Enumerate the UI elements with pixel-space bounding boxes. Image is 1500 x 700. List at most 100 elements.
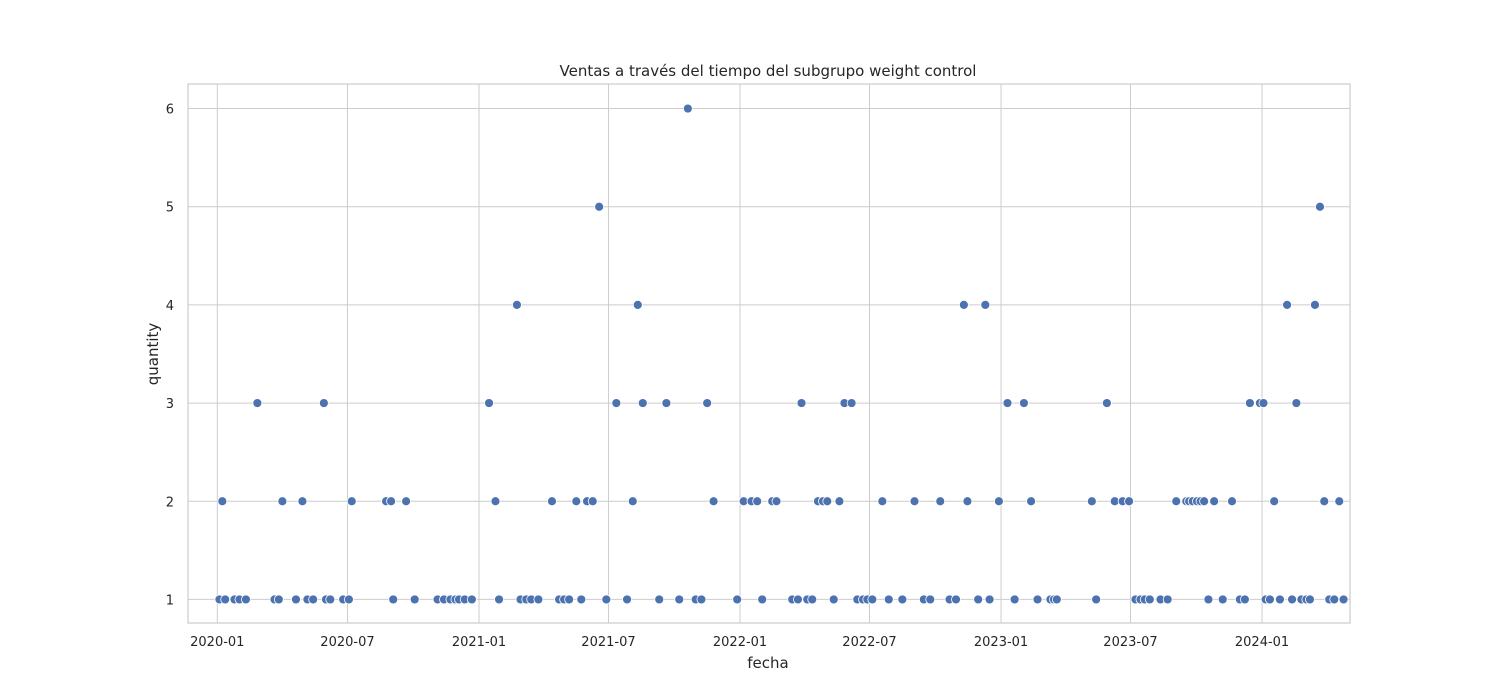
data-point	[512, 300, 522, 310]
data-point	[984, 594, 995, 605]
data-point	[828, 594, 839, 605]
data-point	[925, 594, 936, 605]
data-point	[220, 594, 231, 605]
y-tick-label: 6	[166, 103, 174, 118]
data-point	[661, 398, 672, 408]
data-point	[822, 496, 833, 507]
data-point	[1051, 594, 1062, 605]
data-point	[951, 594, 961, 605]
data-point	[732, 594, 743, 605]
x-tick-label: 2020-01	[190, 635, 244, 650]
data-point	[1019, 398, 1029, 408]
data-point	[277, 496, 288, 507]
data-point	[1319, 496, 1330, 507]
data-point	[883, 594, 894, 605]
data-point	[576, 594, 587, 605]
x-tick-label: 2021-07	[581, 635, 635, 650]
y-axis-label: quantity	[144, 323, 162, 386]
data-point	[601, 594, 612, 605]
x-tick-label: 2023-01	[974, 635, 1028, 650]
data-point	[1002, 398, 1013, 408]
data-point	[325, 594, 336, 605]
points-layer	[214, 103, 1349, 605]
data-point	[611, 398, 622, 408]
y-tick-label: 5	[166, 201, 174, 216]
data-point	[846, 398, 857, 408]
data-point	[533, 594, 544, 605]
data-point	[1244, 398, 1255, 408]
data-point	[388, 594, 399, 605]
data-point	[627, 496, 638, 507]
data-point	[771, 496, 782, 507]
data-point	[291, 594, 301, 605]
data-point	[696, 594, 707, 605]
data-point	[1032, 594, 1043, 605]
data-point	[637, 398, 648, 408]
x-tick-label: 2023-07	[1103, 635, 1157, 650]
chart-title: Ventas a través del tiempo del subgrupo …	[560, 62, 977, 80]
data-point	[1162, 594, 1173, 605]
data-point	[793, 594, 803, 605]
data-point	[547, 496, 557, 507]
y-tick-labels: 1 2 3 4 5 6	[166, 103, 174, 609]
data-point	[654, 594, 665, 605]
data-point	[494, 594, 504, 605]
data-point	[1275, 594, 1285, 605]
data-point	[867, 594, 878, 605]
x-axis-label: fecha	[747, 654, 788, 672]
data-point	[708, 496, 719, 507]
data-point	[571, 496, 582, 507]
data-point	[1009, 594, 1020, 605]
data-point	[1144, 594, 1155, 605]
data-point	[1338, 594, 1349, 605]
data-point	[834, 496, 845, 507]
data-point	[674, 594, 685, 605]
data-point	[1239, 594, 1250, 605]
data-point	[1101, 398, 1112, 408]
data-point	[1334, 496, 1345, 507]
data-point	[1265, 594, 1275, 605]
data-point	[490, 496, 501, 507]
data-point	[1305, 594, 1315, 605]
data-point	[632, 300, 643, 310]
x-tick-labels: 2020-01 2020-07 2021-01 2021-07 2022-01 2022-…	[190, 635, 1289, 650]
x-tick-label: 2022-07	[842, 635, 896, 650]
data-point	[346, 496, 357, 507]
data-point	[1203, 594, 1214, 605]
data-point	[752, 496, 763, 507]
data-point	[807, 594, 818, 605]
data-point	[409, 594, 420, 605]
data-point	[909, 496, 920, 507]
data-point	[594, 201, 605, 212]
data-point	[484, 398, 494, 408]
y-tick-label: 4	[166, 299, 174, 314]
data-point	[958, 300, 969, 310]
data-point	[1171, 496, 1182, 507]
data-point	[973, 594, 984, 605]
data-point	[897, 594, 908, 605]
data-point	[466, 594, 477, 605]
data-point	[1315, 201, 1325, 212]
plot-frame	[187, 83, 1351, 624]
data-point	[796, 398, 807, 408]
data-point	[1291, 398, 1302, 408]
data-point	[993, 496, 1004, 507]
data-point	[1091, 594, 1102, 605]
data-point	[252, 398, 263, 408]
data-point	[1287, 594, 1297, 605]
data-point	[241, 594, 251, 605]
y-tick-label: 1	[166, 593, 174, 608]
data-point	[386, 496, 396, 507]
data-point	[1282, 300, 1292, 310]
data-point	[1086, 496, 1097, 507]
x-tick-label: 2021-01	[452, 635, 506, 650]
data-point	[1026, 496, 1036, 507]
data-point	[564, 594, 575, 605]
data-point	[622, 594, 632, 605]
data-point	[297, 496, 308, 507]
data-point	[217, 496, 228, 507]
x-tick-label: 2020-07	[320, 635, 374, 650]
x-tick-label: 2024-01	[1235, 635, 1289, 650]
data-point	[401, 496, 411, 507]
